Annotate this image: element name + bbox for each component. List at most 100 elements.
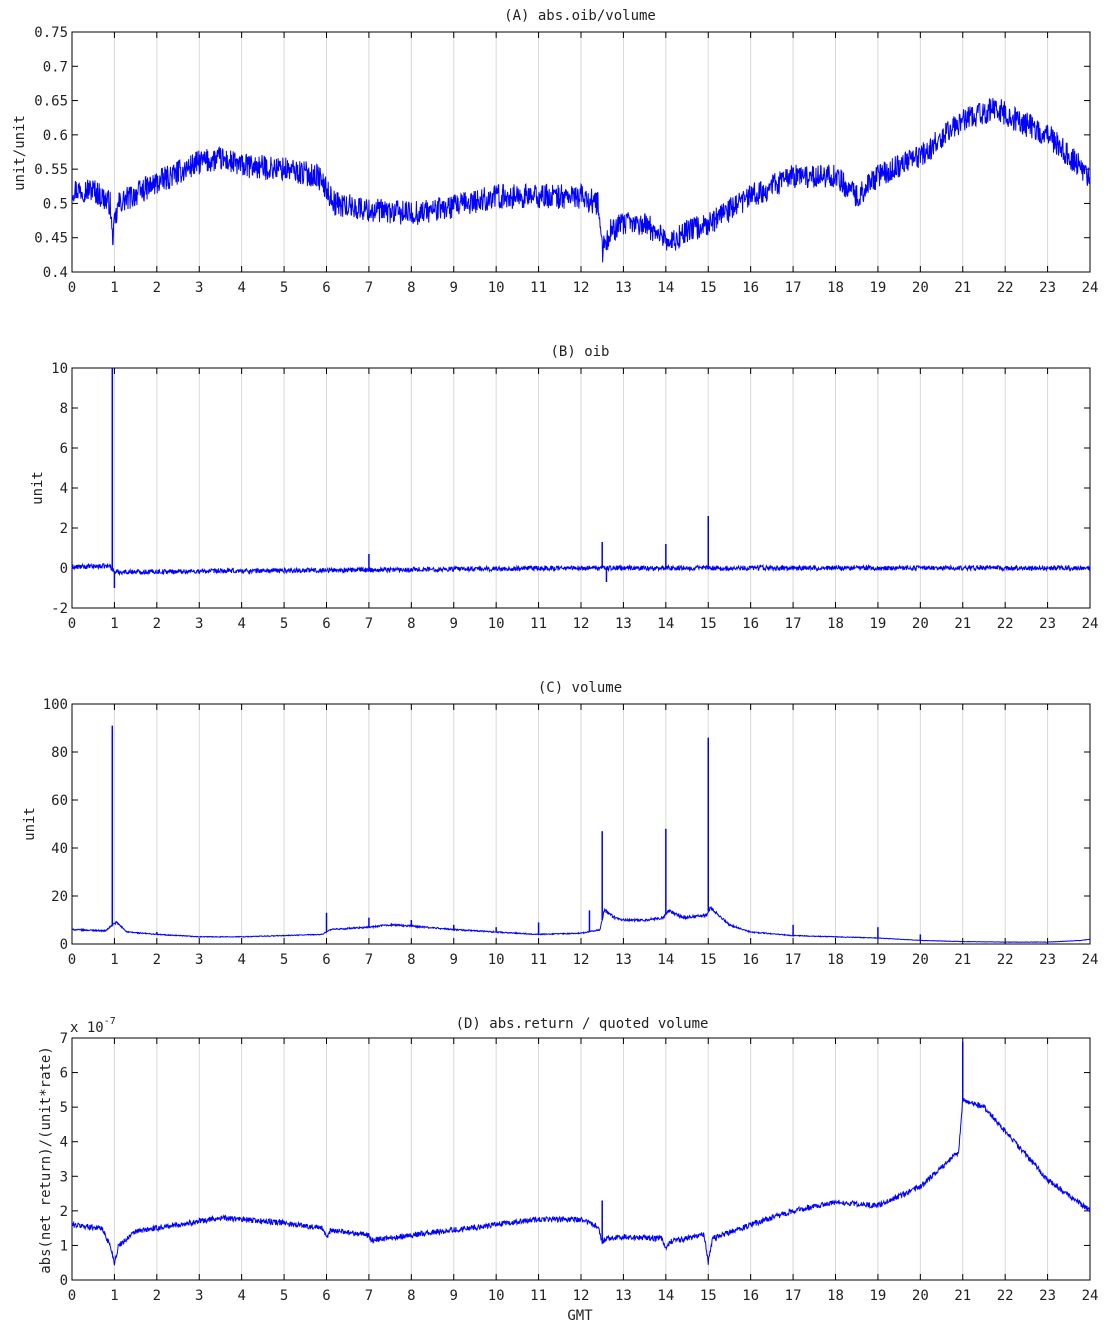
- panel-b-ytick-label: 10: [51, 361, 68, 377]
- panel-c-ytick-label: 100: [43, 697, 68, 713]
- panel-a-xtick-label: 22: [997, 280, 1014, 296]
- panel-d-ytick-label: 0: [60, 1273, 68, 1289]
- panel-c-xtick-label: 0: [68, 952, 76, 968]
- panel-a-ytick-label: 0.7: [43, 59, 68, 75]
- panel-c-xtick-label: 12: [573, 952, 590, 968]
- panel-c-xtick-label: 8: [407, 952, 415, 968]
- panel-d-ytick-label: 7: [60, 1031, 68, 1047]
- panel-a-title: (A) abs.oib/volume: [504, 8, 656, 24]
- panel-c-xtick-label: 15: [700, 952, 717, 968]
- panel-c-xtick-label: 13: [615, 952, 632, 968]
- panel-d-exponent-base: x 10: [70, 1020, 104, 1036]
- panel-c-ylabel: unit: [22, 807, 38, 841]
- panel-c-xtick-label: 19: [869, 952, 886, 968]
- panel-a-xtick-label: 7: [365, 280, 373, 296]
- panel-a-xtick-label: 13: [615, 280, 632, 296]
- panel-c-xtick-label: 24: [1082, 952, 1099, 968]
- panel-b-xtick-label: 19: [869, 616, 886, 632]
- x-axis-label: GMT: [567, 1308, 593, 1324]
- panel-a-xtick-label: 17: [785, 280, 802, 296]
- panel-a-xtick-label: 16: [742, 280, 759, 296]
- panel-b-xtick-label: 20: [912, 616, 929, 632]
- panel-d-xtick-label: 5: [280, 1288, 288, 1304]
- panel-c-xtick-label: 18: [827, 952, 844, 968]
- panel-a-series-line: [71, 98, 1091, 263]
- panel-a-xtick-label: 1: [110, 280, 118, 296]
- panel-c-xtick-label: 2: [153, 952, 161, 968]
- panel-d-xtick-label: 14: [657, 1288, 674, 1304]
- panel-b-xtick-label: 23: [1039, 616, 1056, 632]
- panel-c-xtick-label: 5: [280, 952, 288, 968]
- panel-d-xtick-label: 8: [407, 1288, 415, 1304]
- panel-c-xtick-label: 10: [488, 952, 505, 968]
- panel-d-xtick-label: 21: [954, 1288, 971, 1304]
- panel-b-xtick-label: 3: [195, 616, 203, 632]
- panel-b-xtick-label: 8: [407, 616, 415, 632]
- panel-b-xtick-label: 0: [68, 616, 76, 632]
- panel-c-xtick-label: 23: [1039, 952, 1056, 968]
- panel-a-xtick-label: 5: [280, 280, 288, 296]
- panel-b-ytick-label: -2: [51, 601, 68, 617]
- panel-c-xtick-label: 1: [110, 952, 118, 968]
- panel-d-xtick-label: 12: [573, 1288, 590, 1304]
- panel-b: (B) oib unit 0 1 2 3 4 5 6 7 8 9 10 11 12 13 14 15 16 17 1…: [30, 344, 1098, 632]
- panel-d-xtick-label: 7: [365, 1288, 373, 1304]
- panel-c-xtick-label: 9: [450, 952, 458, 968]
- panel-a-xtick-label: 2: [153, 280, 161, 296]
- panel-d-xtick-label: 23: [1039, 1288, 1056, 1304]
- panel-b-xtick-label: 11: [530, 616, 547, 632]
- panel-d-exponent-power: -7: [104, 1016, 116, 1027]
- panel-a-xtick-label: 11: [530, 280, 547, 296]
- panel-b-ylabel: unit: [30, 471, 46, 505]
- panel-c-ytick-label: 60: [51, 793, 68, 809]
- panel-d-xtick-label: 17: [785, 1288, 802, 1304]
- panel-b-xtick-label: 9: [450, 616, 458, 632]
- panel-a-ytick-label: 0.6: [43, 128, 68, 144]
- panel-d-exponent: x 10-7: [70, 1016, 116, 1036]
- panel-b-xtick-label: 17: [785, 616, 802, 632]
- panel-b-xtick-label: 15: [700, 616, 717, 632]
- panel-d-xtick-label: 19: [869, 1288, 886, 1304]
- panel-c-series-line: [71, 906, 1091, 943]
- panel-b-ytick-label: 8: [60, 401, 68, 417]
- panel-a-ylabel: unit/unit: [12, 115, 28, 191]
- panel-a-xtick-label: 18: [827, 280, 844, 296]
- panel-a-xtick-label: 10: [488, 280, 505, 296]
- panel-d-xtick-label: 2: [153, 1288, 161, 1304]
- panel-d-ylabel: abs(net return)/(unit*rate): [38, 1046, 54, 1274]
- panel-d-ytick-label: 2: [60, 1204, 68, 1220]
- panel-d-xtick-label: 16: [742, 1288, 759, 1304]
- panel-c-xtick-label: 6: [322, 952, 330, 968]
- panel-d-series-line: [71, 1098, 1091, 1266]
- panel-b-xtick-label: 1: [110, 616, 118, 632]
- panel-b-xtick-label: 21: [954, 616, 971, 632]
- panel-d-ytick-label: 4: [60, 1135, 68, 1151]
- panel-c-xtick-label: 21: [954, 952, 971, 968]
- panel-b-xtick-label: 5: [280, 616, 288, 632]
- panel-c-title: (C) volume: [538, 680, 622, 696]
- panel-a-xtick-label: 19: [869, 280, 886, 296]
- panel-a-xtick-label: 21: [954, 280, 971, 296]
- panel-d-xtick-label: 9: [450, 1288, 458, 1304]
- panel-b-xtick-label: 2: [153, 616, 161, 632]
- panel-b-xtick-label: 16: [742, 616, 759, 632]
- panel-b-xtick-label: 12: [573, 616, 590, 632]
- panel-a-ytick-label: 0.4: [43, 265, 68, 281]
- panel-b-series-line: [71, 562, 1091, 577]
- panel-c-ytick-label: 40: [51, 841, 68, 857]
- panel-a-ytick-label: 0.5: [43, 196, 68, 212]
- panel-a-ytick-label: 0.75: [34, 25, 68, 41]
- panel-a-xtick-label: 14: [657, 280, 674, 296]
- panel-b-xtick-label: 4: [237, 616, 245, 632]
- panel-d-ytick-label: 3: [60, 1169, 68, 1185]
- panel-b-xtick-label: 13: [615, 616, 632, 632]
- panel-d-title: (D) abs.return / quoted volume: [456, 1016, 709, 1032]
- panel-c: (C) volume unit 0 1 2 3 4 5 6 7 8 9 10 11 12 13 14 15 16…: [22, 680, 1098, 968]
- panel-b-xtick-label: 14: [657, 616, 674, 632]
- panel-c-xtick-label: 3: [195, 952, 203, 968]
- panel-a-xtick-label: 20: [912, 280, 929, 296]
- panel-b-xtick-label: 18: [827, 616, 844, 632]
- panel-a-xtick-label: 9: [450, 280, 458, 296]
